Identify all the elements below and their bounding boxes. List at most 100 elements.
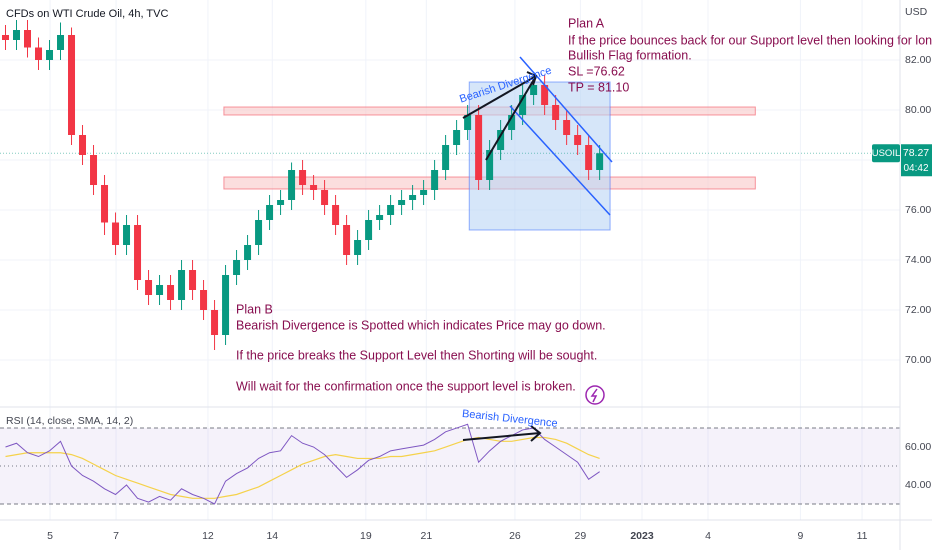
candle-body [2,35,10,40]
candle-body [376,215,384,220]
candle-body [24,30,32,48]
candle-body [277,200,285,205]
candle-body [57,35,65,50]
x-tick-label: 12 [202,530,214,542]
rsi-tick-label: 60.00 [905,441,931,453]
rsi-band [0,428,900,504]
plan-b-text: If the price breaks the Support Level th… [236,348,597,362]
x-tick-label: 21 [421,530,433,542]
candle-body [101,185,109,223]
candle-body [552,105,560,120]
candle-body [453,130,461,145]
candle-body [244,245,252,260]
y-tick-label: 82.00 [905,54,931,66]
x-tick-label: 7 [113,530,119,542]
symbol-tag [872,144,900,163]
candle-body [35,47,43,60]
candle-body [508,115,516,130]
plan-a-text: Plan A [568,16,605,30]
candle-body [288,170,296,200]
symbol-tag-text: USOIL [872,148,901,159]
rsi-values [5,423,600,505]
arrow-head [526,71,538,86]
countdown-text: 04:42 [903,163,928,174]
plan-a-text: SL =76.62 [568,64,625,78]
candle-body [233,260,241,275]
x-tick-label: 9 [798,530,804,542]
candle-body [156,285,164,295]
y-tick-label: 70.00 [905,354,931,366]
rsi-label: RSI (14, close, SMA, 14, 2) [6,415,133,427]
candle-body [255,220,263,245]
x-tick-label: 4 [705,530,711,542]
candle-body [299,170,307,185]
candle-body [79,135,87,155]
candle-body [266,205,274,220]
candle-body [541,85,549,105]
x-tick-label: 26 [509,530,521,542]
plan-b-text: Will wait for the confirmation once the … [236,379,576,393]
candle-body [112,222,120,245]
candle-body [211,310,219,335]
x-tick-label: 19 [360,530,372,542]
y-tick-label: 76.00 [905,204,931,216]
plan-a-text: If the price bounces back for our Suppor… [568,33,932,47]
currency: USD [905,6,928,18]
plan-a-text: TP = 81.10 [568,80,629,94]
candle-body [365,220,373,240]
candle-body [387,205,395,215]
candle-body [409,195,417,200]
candle-body [343,225,351,255]
arrow [462,75,537,119]
arrow [462,432,541,441]
candle-body [321,190,329,205]
rsi-tick-label: 40.00 [905,479,931,491]
candle-body [13,30,21,40]
candle-body [530,85,538,95]
plan-b-text: Plan B [236,302,273,316]
candle-body [222,275,230,335]
candle-body [46,50,54,60]
candle-body [200,290,208,310]
candle-body [420,190,428,195]
candle-body [134,225,142,280]
candle-body [398,200,406,205]
candle-body [178,270,186,300]
plan-b-text: Bearish Divergence is Spotted which indi… [236,318,606,332]
candle-body [585,145,593,170]
channel-line [509,105,611,216]
candle-body [519,95,527,115]
candle-body [475,115,483,180]
plan-a-text: Bullish Flag formation. [568,48,692,62]
candle-body [486,150,494,180]
candle-body [145,280,153,295]
x-tick-label: 14 [266,530,278,542]
y-tick-label: 72.00 [905,304,931,316]
candle-body [497,130,505,150]
event-icon[interactable] [585,385,605,405]
candle-body [167,285,175,300]
candle-body [442,145,450,170]
candle-body [354,240,362,255]
x-tick-label: 5 [47,530,53,542]
candle-body [310,185,318,190]
price-tag-text: 78.27 [903,147,929,159]
candle-body [464,115,472,130]
x-tick-label: 11 [857,530,868,542]
candle-body [123,225,131,245]
y-tick-label: 80.00 [905,104,931,116]
chart-title: CFDs on WTI Crude Oil, 4h, TVC [6,8,168,20]
candle-body [431,170,439,190]
channel-line [519,56,613,163]
x-tick-label: 2023 [630,530,654,542]
x-tick-label: 29 [575,530,587,542]
divergence-label: Bearish Divergence [461,408,558,430]
price-tag [901,144,932,177]
candle-body [189,270,197,290]
candle-body [596,153,604,170]
candle-body [332,205,340,225]
candle-body [563,120,571,135]
candle-body [90,155,98,185]
event-icon [590,388,598,403]
